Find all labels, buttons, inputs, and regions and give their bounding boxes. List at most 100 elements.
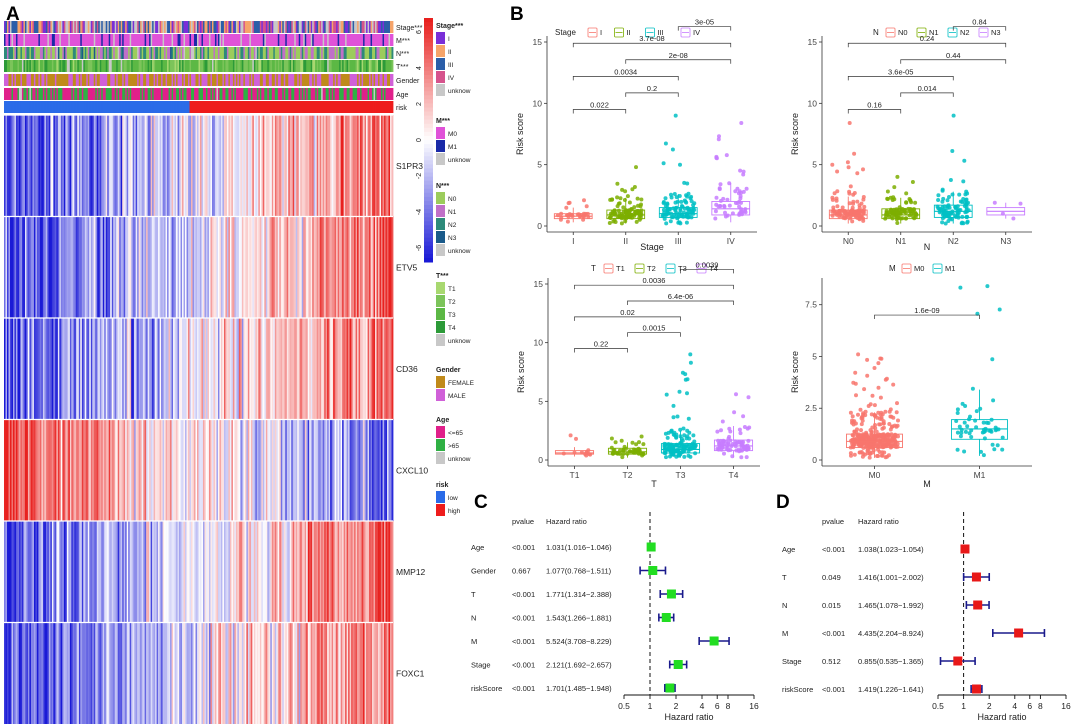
annotation-cell (244, 101, 247, 113)
annotation-cell (346, 101, 349, 113)
annotation-cell (391, 101, 394, 113)
heatmap-cell (256, 622, 259, 724)
heatmap-cell (186, 318, 189, 420)
annotation-cell (348, 88, 351, 100)
heatmap-cell (385, 216, 388, 318)
annotation-cell (78, 74, 81, 86)
heatmap-cell (307, 521, 310, 623)
data-point (620, 187, 625, 192)
legend-title: M*** (436, 118, 450, 125)
annotation-cell (306, 21, 309, 33)
heatmap-cell (255, 318, 258, 420)
annotation-cell (171, 34, 174, 46)
heatmap-cell (116, 216, 119, 318)
annotation-cell (167, 101, 169, 113)
colorbar-step (424, 253, 433, 259)
annotation-cell (114, 88, 117, 100)
data-point (868, 442, 873, 447)
colorbar-step (424, 74, 433, 80)
annotation-cell (6, 21, 9, 33)
annotation-cell (355, 74, 358, 86)
annotation-cell (291, 47, 294, 59)
legend-label: N0 (898, 28, 908, 37)
annotation-cell (237, 88, 240, 100)
heatmap-cell (220, 622, 223, 724)
annotation-cell (379, 47, 382, 59)
heatmap-cell (324, 622, 327, 724)
annotation-cell (220, 74, 223, 86)
heatmap-cell (99, 622, 102, 724)
heatmap-cell (370, 419, 373, 521)
heatmap-cell (301, 521, 304, 623)
annotation-cell (213, 101, 216, 113)
heatmap-cell (126, 521, 129, 623)
annotation-cell (144, 34, 147, 46)
annotation-cell (44, 101, 47, 113)
heatmap-cell (42, 216, 45, 318)
heatmap-cell (162, 318, 165, 420)
data-point (717, 134, 721, 139)
data-point (620, 455, 625, 460)
x-axis-title: T (651, 479, 657, 489)
annotation-cell (237, 60, 240, 72)
heatmap-cell (225, 318, 228, 420)
heatmap-cell (304, 216, 307, 318)
heatmap-cell (202, 318, 205, 420)
colorbar-step (424, 180, 433, 186)
annotation-cell (327, 88, 330, 100)
heatmap-cell (385, 419, 388, 521)
annotation-cell (89, 60, 92, 72)
heatmap-cell (44, 216, 47, 318)
annotation-cell (68, 60, 71, 72)
data-point (691, 433, 696, 438)
annotation-cell (259, 21, 262, 33)
annotation-cell (86, 21, 89, 33)
annotation-cell (36, 74, 39, 86)
heatmap-cell (391, 622, 394, 724)
annotation-cell (99, 88, 102, 100)
heatmap-cell (161, 521, 163, 623)
heatmap-cell (229, 216, 232, 318)
annotation-cell (390, 34, 392, 46)
annotation-cell (279, 47, 282, 59)
heatmap-cell (232, 318, 235, 420)
annotation-cell (161, 60, 163, 72)
comparison-bracket: 0.0015 (627, 324, 681, 337)
annotation-cell (352, 101, 355, 113)
annotation-cell (150, 74, 153, 86)
annotation-cell (15, 21, 18, 33)
annotation-cell (343, 74, 346, 86)
annotation-cell (297, 60, 300, 72)
heatmap-cell (177, 521, 180, 623)
annotation-cell (210, 88, 213, 100)
heatmap-cell (204, 115, 207, 217)
annotation-cell (30, 34, 33, 46)
annotation-cell (48, 34, 51, 46)
heatmap-cell (348, 115, 351, 217)
heatmap-cell (132, 115, 135, 217)
data-point (615, 215, 620, 219)
p-value-label: 0.44 (946, 51, 961, 60)
annotation-cell (45, 34, 48, 46)
heatmap-cell (8, 216, 11, 318)
heatmap-cell (87, 115, 90, 217)
heatmap-cell (363, 419, 365, 521)
data-point (661, 207, 666, 212)
heatmap-cell (180, 216, 183, 318)
heatmap-cell (21, 115, 24, 217)
annotation-cell (135, 60, 138, 72)
legend-swatch (436, 334, 445, 346)
heatmap-cell (138, 419, 141, 521)
x-tick-label: N1 (895, 236, 906, 246)
heatmap-cell (211, 622, 214, 724)
heatmap-cell (24, 622, 27, 724)
annotation-cell (138, 60, 141, 72)
heatmap-cell (274, 318, 277, 420)
heatmap-cell (32, 622, 35, 724)
annotation-cell (179, 34, 181, 46)
annotation-cell (38, 21, 41, 33)
heatmap-cell (24, 521, 27, 623)
annotation-cell (330, 34, 333, 46)
data-point (912, 207, 917, 212)
